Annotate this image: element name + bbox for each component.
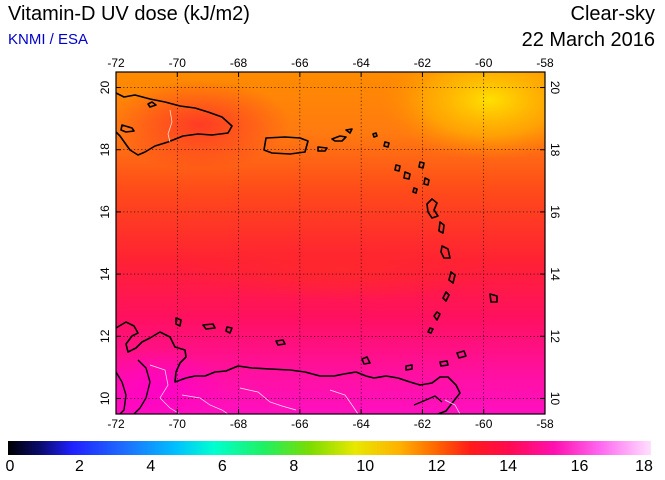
lat-tick-label-right: 12 [548,330,562,344]
sky-condition-label: Clear-sky [570,3,655,25]
color-scale-label: 6 [217,458,227,475]
lat-tick-label-right: 14 [548,267,562,281]
lon-tick-label-bottom: -64 [352,417,370,431]
lat-tick-label-left: 10 [98,391,112,405]
lon-tick-label-bottom: -68 [230,417,248,431]
lon-tick-label-top: -62 [414,56,432,70]
color-scale-label: 18 [635,458,653,475]
map-frame [115,71,546,415]
graticule [116,72,545,414]
lon-tick-label-bottom: -72 [107,417,125,431]
lat-tick-label-left: 12 [98,329,112,343]
coastlines [116,92,498,414]
lat-tick-label-right: 10 [548,392,562,406]
axis-ticks: -72 -72 -70 -70 -68 -68 -66 -66 -64 -64 -62 -62 -60 -… [98,56,562,431]
color-scale-label: 4 [146,458,156,475]
lon-tick-label-top: -70 [169,56,187,70]
color-scale-label: 10 [356,458,375,475]
color-scale-bar [8,441,651,455]
lon-tick-label-top: -66 [291,56,309,70]
country-borders [149,109,461,414]
lat-tick-label-left: 14 [98,267,112,281]
color-scale-label: 12 [427,458,446,475]
lon-tick-label-top: -58 [536,56,554,70]
lon-tick-label-bottom: -66 [291,417,309,431]
uv-dose-map: -72 -72 -70 -70 -68 -68 -66 -66 -64 -64 -62 -62 -60 -… [98,56,562,431]
lat-tick-label-right: 18 [548,143,562,157]
source-label: KNMI / ESA [8,31,89,48]
lat-tick-label-right: 20 [548,81,562,95]
color-scale-label: 14 [499,458,518,475]
uv-field [116,72,545,414]
lat-tick-label-left: 16 [98,205,112,219]
map-title: Vitamin-D UV dose (kJ/m2) [8,3,250,25]
lon-tick-label-top: -68 [230,56,248,70]
lat-tick-label-right: 16 [548,205,562,219]
lon-tick-label-top: -60 [475,56,493,70]
lat-tick-label-left: 20 [98,81,112,95]
color-scale-label: 8 [289,458,299,475]
color-scale-label: 0 [5,458,15,475]
date-label: 22 March 2016 [521,29,655,51]
lon-tick-label-top: -72 [107,56,125,70]
color-scale-label: 16 [570,458,589,475]
lon-tick-label-top: -64 [352,56,370,70]
lon-tick-label-bottom: -70 [169,417,187,431]
lon-tick-label-bottom: -60 [475,417,493,431]
lon-tick-label-bottom: -58 [536,417,554,431]
color-scale-label: 2 [74,458,84,475]
lat-tick-label-left: 18 [98,143,112,157]
lon-tick-label-bottom: -62 [414,417,432,431]
